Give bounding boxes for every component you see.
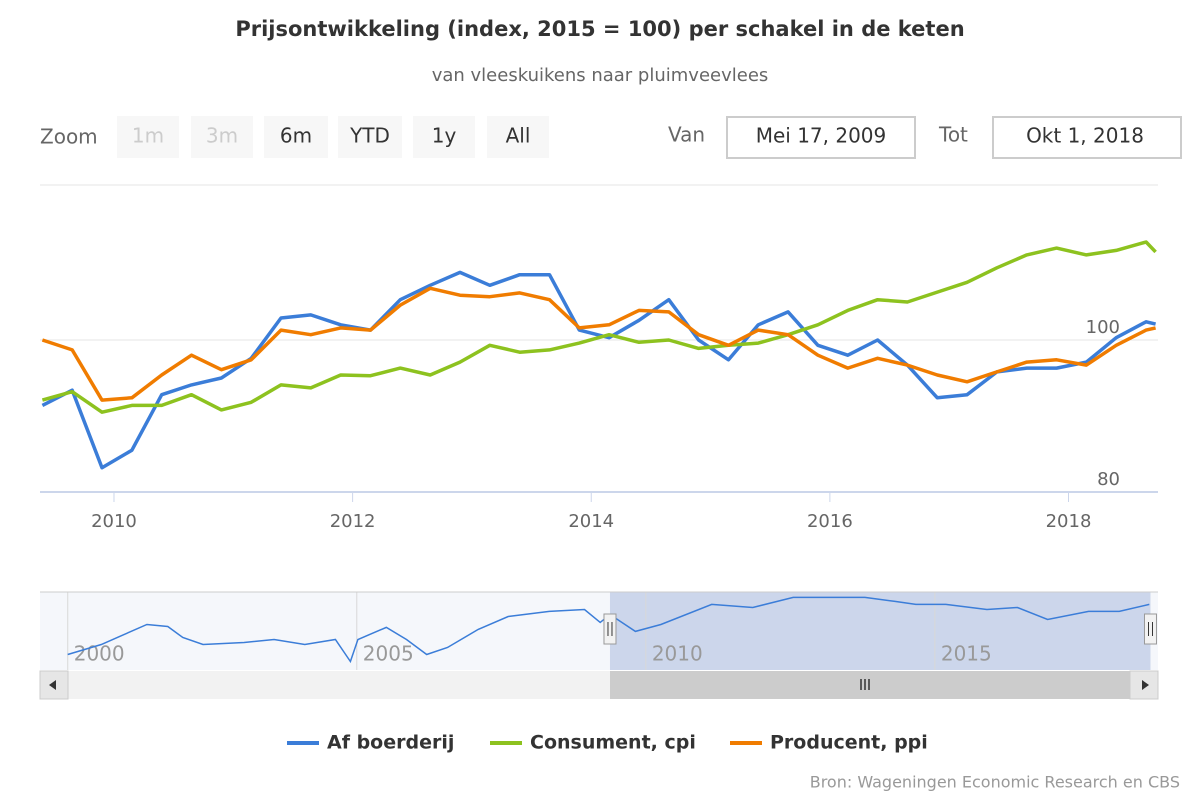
x-tick-label: 2018 [1046,511,1092,532]
series-line [41,286,1156,402]
to-input[interactable] [992,116,1182,159]
x-tick-label: 2012 [330,511,376,532]
scrollbar-right-arrow [1142,680,1149,690]
zoom-button-label: 1m [132,124,164,148]
zoom-button[interactable] [487,116,549,158]
legend-label[interactable]: Consument, cpi [530,732,696,754]
zoom-label: Zoom [40,125,98,149]
legend-label[interactable]: Producent, ppi [770,732,928,754]
zoom-button-label: 3m [206,124,238,148]
chart-title: Prijsontwikkeling (index, 2015 = 100) pe… [235,17,964,41]
zoom-button[interactable] [264,116,328,158]
zoom-button[interactable] [338,116,402,158]
zoom-button-label[interactable]: 6m [280,124,312,148]
x-tick-label: 2014 [568,511,614,532]
from-label: Van [668,123,705,147]
navigator-tick-label: 2015 [941,642,992,666]
zoom-button [117,116,179,158]
zoom-button-label[interactable]: All [506,124,531,148]
zoom-button-label[interactable]: 1y [432,124,457,148]
credits: Bron: Wageningen Economic Research en CB… [810,773,1180,792]
navigator-selection [609,592,1151,670]
from-date[interactable]: Mei 17, 2009 [756,124,887,148]
x-tick-label: 2016 [807,511,853,532]
scrollbar-left-arrow [49,680,56,690]
series-line [41,240,1157,414]
to-date[interactable]: Okt 1, 2018 [1026,124,1144,148]
legend-label[interactable]: Af boerderij [327,732,454,754]
navigator-tick-label: 2010 [652,642,703,666]
from-input[interactable] [726,116,916,159]
chart-subtitle: van vleeskuikens naar pluimveevlees [432,65,769,86]
scrollbar-thumb[interactable] [609,671,1151,699]
y-tick-label: 80 [1097,469,1120,490]
navigator-handle[interactable] [603,613,617,645]
series-line [41,270,1157,470]
y-tick-label: 100 [1086,317,1120,338]
to-label: Tot [938,123,968,147]
x-tick-label: 2010 [91,511,137,532]
navigator-handle[interactable] [1143,613,1157,645]
navigator-tick-label: 2005 [363,642,414,666]
zoom-button[interactable] [413,116,475,158]
zoom-button [191,116,253,158]
zoom-button-label[interactable]: YTD [349,124,390,148]
navigator-line [67,596,1150,664]
